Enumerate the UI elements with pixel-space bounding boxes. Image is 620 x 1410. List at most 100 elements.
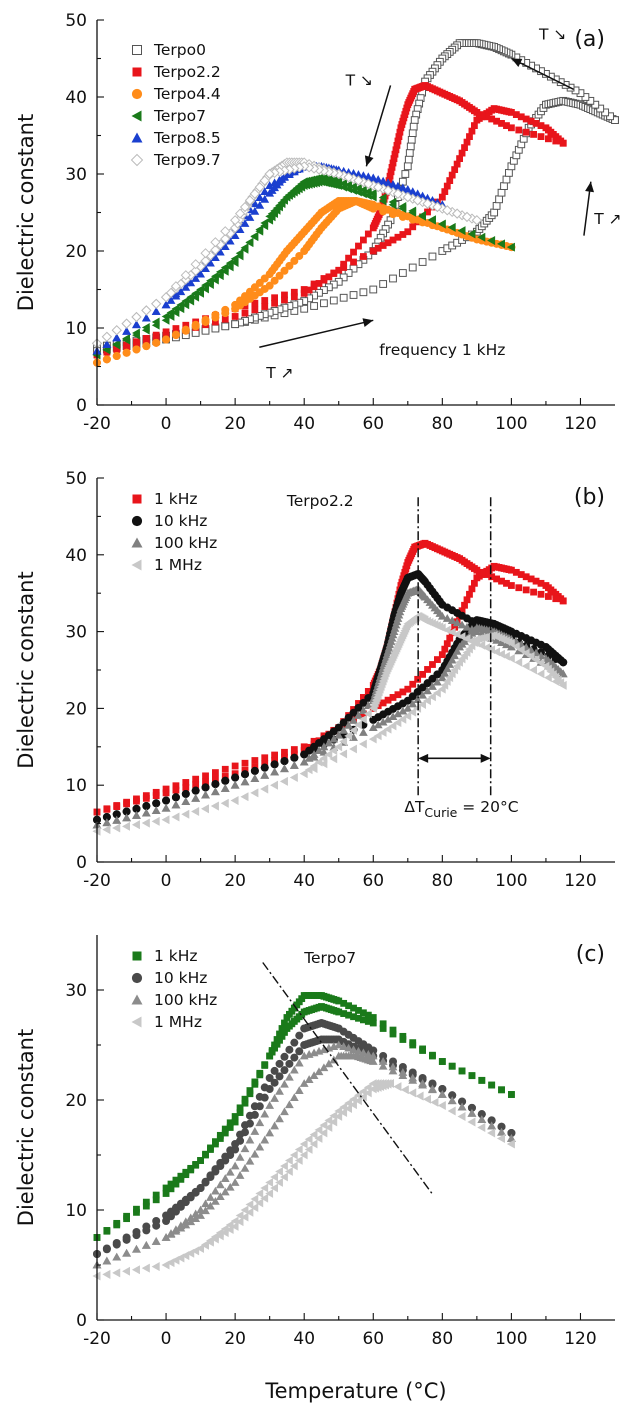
data-point	[102, 818, 112, 827]
data-point	[141, 305, 152, 316]
data-point	[373, 175, 383, 183]
data-point	[497, 1122, 506, 1131]
data-point	[363, 701, 373, 710]
data-point	[132, 1265, 140, 1275]
data-point	[544, 673, 552, 683]
data-point	[187, 1166, 195, 1174]
frequency-label: frequency 1 kHz	[379, 341, 505, 359]
data-point	[280, 266, 289, 275]
y-tick-label: 50	[65, 469, 87, 489]
data-point	[379, 280, 388, 288]
data-point	[289, 1161, 298, 1171]
data-point	[402, 191, 413, 203]
data-point	[424, 666, 431, 673]
data-point	[281, 1029, 288, 1036]
data-point	[461, 144, 468, 151]
data-point	[373, 720, 383, 729]
data-point	[226, 1124, 234, 1131]
data-point	[545, 593, 552, 600]
data-point	[270, 276, 279, 285]
data-point	[324, 738, 334, 747]
data-point	[211, 787, 220, 796]
data-point	[461, 211, 473, 223]
data-point	[280, 1066, 289, 1075]
data-point	[255, 1198, 264, 1208]
data-point	[141, 325, 150, 335]
data-point	[171, 1255, 180, 1265]
data-point	[280, 757, 289, 766]
data-point	[161, 300, 171, 309]
data-point	[309, 761, 318, 771]
data-point	[409, 122, 418, 131]
data-point	[368, 192, 377, 202]
data-point	[368, 1079, 377, 1088]
data-point	[280, 776, 288, 786]
data-point	[373, 182, 384, 193]
data-point	[397, 124, 405, 132]
data-point	[299, 1150, 308, 1160]
data-point	[142, 1198, 150, 1206]
data-point	[530, 131, 537, 138]
data-point	[428, 1079, 437, 1088]
data-point	[378, 1057, 388, 1065]
data-point	[428, 692, 436, 702]
data-point	[230, 1161, 240, 1170]
data-point	[389, 159, 397, 167]
data-point	[231, 773, 240, 782]
data-point	[408, 707, 417, 717]
sample-label: Terpo2.2	[286, 492, 354, 510]
data-point	[399, 1036, 407, 1043]
chart-frames-layer: -20 0 20 40 60 80 100 12001020304050Dielectric …	[14, 11, 620, 1349]
data-point	[275, 1178, 283, 1187]
data-point	[471, 122, 478, 129]
data-point	[152, 335, 160, 342]
data-point	[360, 253, 367, 260]
data-point	[221, 1129, 229, 1137]
data-point	[181, 789, 190, 798]
data-point	[394, 137, 402, 145]
data-point	[151, 1262, 160, 1271]
data-point	[403, 704, 413, 712]
data-point	[246, 1087, 254, 1094]
data-point	[514, 657, 523, 667]
data-point	[245, 1207, 254, 1217]
data-point	[344, 721, 353, 729]
data-point	[271, 299, 278, 307]
data-point	[192, 781, 200, 789]
data-point	[403, 185, 413, 193]
arrow-head	[364, 155, 374, 167]
data-point	[250, 766, 259, 775]
data-point	[354, 703, 363, 712]
x-axis-title: Temperature (°C)	[264, 1379, 446, 1403]
data-point	[340, 1010, 348, 1017]
data-point	[235, 251, 244, 261]
data-point	[261, 297, 269, 304]
data-point	[418, 690, 427, 699]
data-point	[471, 579, 478, 587]
x-tick-label: 100	[495, 871, 527, 891]
data-point	[280, 1172, 288, 1182]
data-point	[350, 258, 357, 266]
legend-label: 1 MHz	[154, 1013, 202, 1031]
y-tick-label: 0	[76, 853, 87, 873]
data-point	[300, 750, 309, 759]
data-point	[172, 782, 180, 790]
data-point	[532, 577, 540, 585]
data-point	[230, 1178, 240, 1186]
data-point	[349, 1094, 357, 1104]
legend-label: Terpo2.2	[153, 63, 221, 81]
x-tick-label: 20	[224, 871, 246, 891]
data-point	[457, 1112, 466, 1121]
data-point	[261, 303, 269, 310]
series-1-mhz	[92, 611, 567, 836]
data-point	[437, 673, 447, 682]
data-point	[215, 1180, 225, 1189]
data-point	[172, 786, 180, 794]
y-axis-title: Dielectric constant	[14, 1029, 38, 1226]
data-point	[488, 573, 496, 581]
series-1-khz	[93, 539, 567, 816]
data-point	[220, 266, 229, 276]
data-point	[388, 164, 396, 171]
data-point	[529, 665, 537, 675]
data-point	[537, 133, 545, 140]
